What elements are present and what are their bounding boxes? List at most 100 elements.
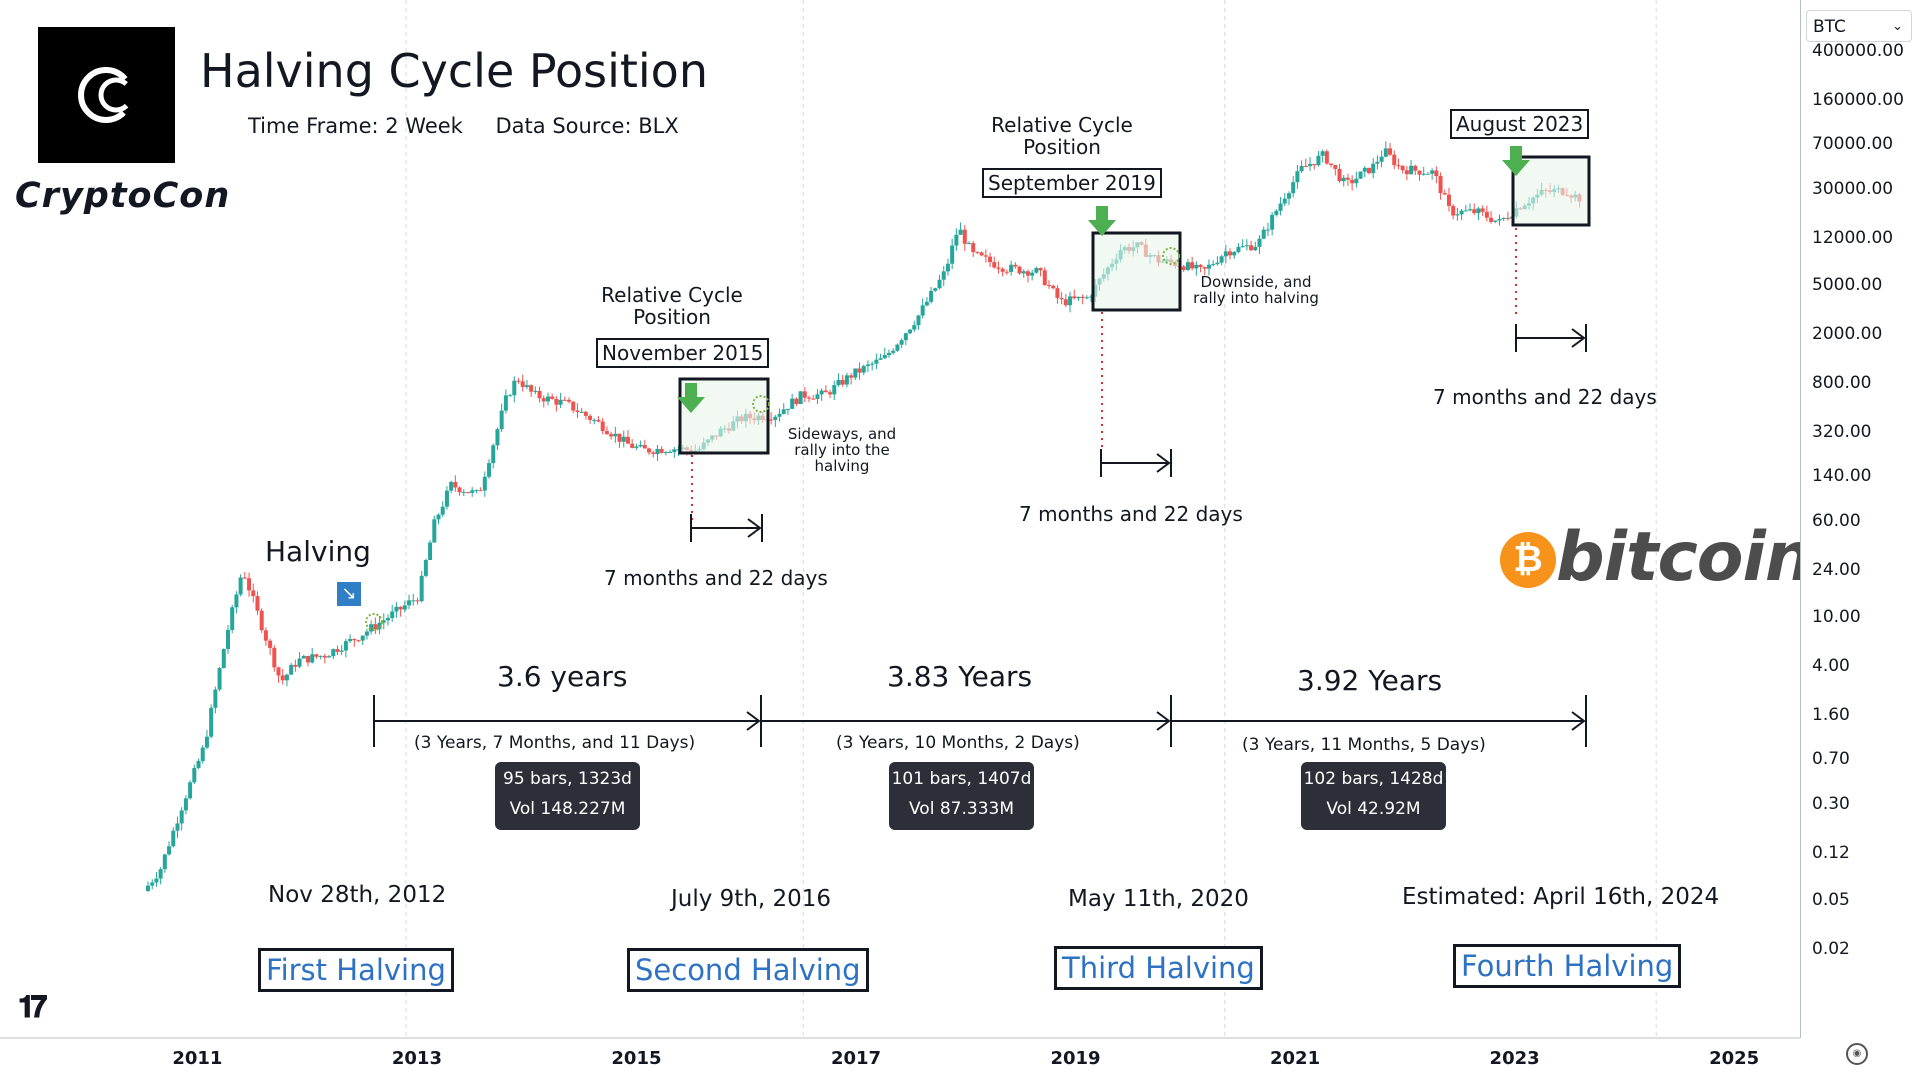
candle-body xyxy=(1240,246,1245,248)
candle-body xyxy=(1185,262,1190,270)
candle-body xyxy=(1017,266,1022,274)
vertical-gridlines xyxy=(405,0,1657,1038)
candle-body xyxy=(811,398,816,400)
candle-body xyxy=(356,640,361,642)
candle-body xyxy=(600,421,605,432)
candle-body xyxy=(1451,205,1456,216)
candle-body xyxy=(1358,171,1363,179)
candle-body xyxy=(1404,170,1409,175)
candle-body xyxy=(453,481,458,488)
fourth-halving-label: Fourth Halving xyxy=(1453,944,1682,988)
settings-gear-icon[interactable]: ◉ xyxy=(1846,1043,1868,1065)
candle-body xyxy=(588,415,593,420)
candle-body xyxy=(470,490,475,493)
candle-body xyxy=(962,229,967,244)
cycle-2-stats: 101 bars, 1407d Vol 87.333M xyxy=(889,762,1034,830)
duration-label-2: 7 months and 22 days xyxy=(1019,502,1243,526)
candle-body xyxy=(1025,271,1030,276)
candle-body xyxy=(634,446,639,448)
candle-body xyxy=(899,340,904,345)
candle-body xyxy=(668,452,673,454)
candle-body xyxy=(1261,229,1266,239)
candle-body xyxy=(567,399,572,402)
candle-body xyxy=(343,641,348,651)
candle-body xyxy=(828,392,833,395)
candle-body xyxy=(1345,177,1350,180)
cycle-2-bars: 101 bars, 1407d xyxy=(891,769,1032,789)
timeframe-label: Time Frame: 2 Week xyxy=(248,114,463,138)
candle-body xyxy=(1068,296,1073,306)
cycle-1-detail: (3 Years, 7 Months, and 11 Days) xyxy=(414,733,696,753)
candle-body xyxy=(276,667,281,676)
candle-body xyxy=(263,630,268,641)
candle-body xyxy=(992,262,997,268)
candle-body xyxy=(268,640,273,648)
candle-body xyxy=(209,707,214,737)
tradingview-logo-icon[interactable]: 𝟏𝟕 xyxy=(18,990,47,1025)
candle-body xyxy=(415,600,420,602)
candle-body xyxy=(945,263,950,272)
candle-body xyxy=(647,448,652,453)
candle-body xyxy=(150,882,155,886)
candle-body xyxy=(975,252,980,254)
candle-body xyxy=(407,600,412,606)
candle-body xyxy=(1366,167,1371,174)
price-axis-panel[interactable] xyxy=(1800,0,1920,1038)
candle-body xyxy=(777,413,782,417)
candle-body xyxy=(1430,170,1435,174)
first-halving-label: First Halving xyxy=(258,948,454,992)
candle-body xyxy=(1278,203,1283,211)
candle-body xyxy=(377,622,382,630)
candle-body xyxy=(457,487,462,493)
candle-body xyxy=(1434,170,1439,177)
halving-point-icon-2 xyxy=(752,395,770,413)
cryptocon-logo xyxy=(38,27,175,163)
candle-body xyxy=(364,631,369,636)
candle-body xyxy=(419,575,424,602)
candle-body xyxy=(1076,296,1081,299)
candle-body xyxy=(1236,246,1241,252)
candle-body xyxy=(912,325,917,330)
down-arrow-2019-icon xyxy=(1088,206,1116,236)
candle-body xyxy=(967,243,972,245)
cycle-3-detail: (3 Years, 11 Months, 5 Days) xyxy=(1242,735,1486,755)
candle-body xyxy=(398,606,403,610)
candle-body xyxy=(402,605,407,610)
y-tick-label: 24.00 xyxy=(1812,560,1861,581)
candle-body xyxy=(1463,210,1468,212)
candle-body xyxy=(794,398,799,404)
x-tick-label-2025: 2025 xyxy=(1709,1048,1759,1069)
candle-body xyxy=(1371,163,1376,174)
sep-2019-label: September 2019 xyxy=(982,168,1162,198)
candle-body xyxy=(1505,217,1510,219)
halving-label: Halving xyxy=(265,535,371,568)
candle-body xyxy=(625,436,630,444)
candle-body xyxy=(423,559,428,576)
candle-body xyxy=(217,668,222,690)
candle-body xyxy=(478,490,483,492)
candle-body xyxy=(234,594,239,608)
candle-body xyxy=(769,419,774,421)
cycle-measure-3 xyxy=(1170,695,1587,747)
y-tick-label: 5000.00 xyxy=(1812,275,1883,295)
candle-body xyxy=(508,395,513,397)
note-2019: Downside, and rally into halving xyxy=(1193,273,1319,307)
candle-body xyxy=(1181,266,1186,270)
halving-arrow-icon[interactable]: ↘ xyxy=(337,582,361,606)
symbol-select[interactable]: BTC ⌄ xyxy=(1806,10,1912,42)
candle-body xyxy=(785,408,790,410)
halving-1-date: Nov 28th, 2012 xyxy=(268,882,447,908)
candle-body xyxy=(579,411,584,413)
candle-body xyxy=(499,410,504,430)
note-2015: Sideways, and rally into the halving xyxy=(787,425,897,475)
candle-body xyxy=(832,385,837,395)
candle-body xyxy=(1417,170,1422,175)
x-tick-label-2019: 2019 xyxy=(1050,1048,1100,1069)
y-tick-label: 0.12 xyxy=(1812,843,1850,864)
chart-overlays xyxy=(365,146,1591,747)
y-tick-label: 60.00 xyxy=(1812,511,1861,532)
candle-body xyxy=(1383,148,1388,157)
source-label: Data Source: BLX xyxy=(495,114,679,138)
candle-body xyxy=(1228,251,1233,256)
